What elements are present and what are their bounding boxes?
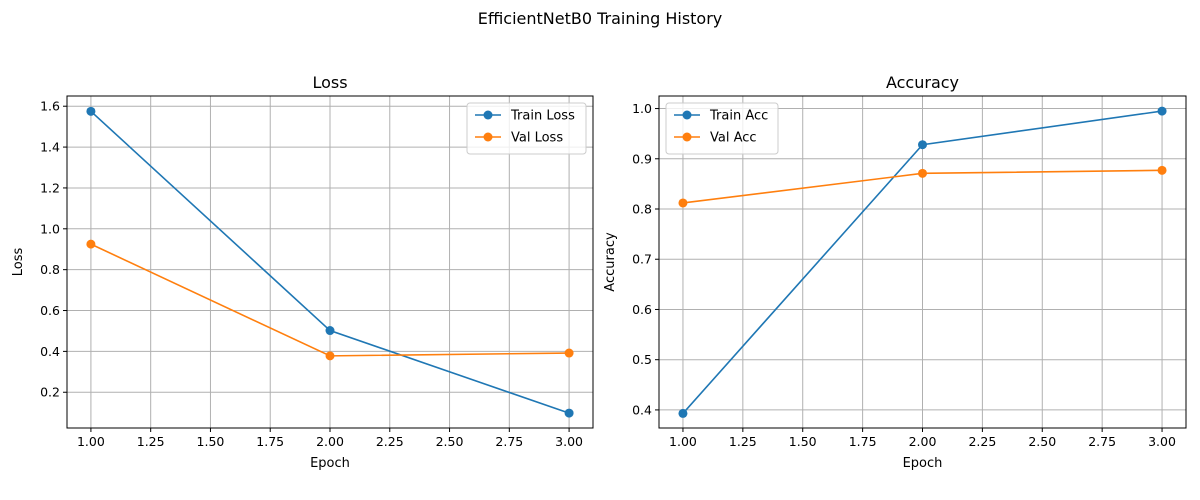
accuracy-x-tick-label: 2.00 [909,434,937,449]
accuracy-y-tick-label: 0.4 [632,402,652,417]
val-loss-point [564,348,574,358]
loss-y-tick-label: 1.2 [40,180,60,195]
val-loss-legend-marker [483,132,493,142]
loss-legend: Train Loss Val Loss [466,102,587,155]
loss-chart: 1.00 1.25 1.50 1.75 2.00 2.25 2.50 2.75 3.00 0.2 0… [11,73,594,471]
train-acc-point [918,140,927,150]
accuracy-y-tick-label: 0.5 [632,352,652,367]
accuracy-y-tick-label: 1.0 [632,101,652,116]
loss-x-tick-label: 1.75 [256,434,284,449]
loss-x-tick-label: 2.75 [495,434,523,449]
train-loss-legend-label: Train Loss [510,109,575,124]
accuracy-x-tick-label: 3.00 [1148,434,1176,449]
train-acc-legend-label: Train Acc [709,109,768,124]
val-acc-point [918,168,927,178]
loss-y-tick-label: 1.0 [40,221,60,236]
accuracy-x-tick-label: 2.25 [968,434,996,449]
accuracy-chart: 1.00 1.25 1.50 1.75 2.00 2.25 2.50 2.75 3.00 0.4 0… [603,73,1187,471]
val-acc-legend-label: Val Acc [710,131,757,146]
loss-y-tick-label: 0.4 [40,344,60,359]
loss-x-tick-label: 1.25 [137,434,165,449]
train-loss-point [564,408,574,418]
val-acc-point [678,198,688,208]
accuracy-y-tick-label: 0.7 [632,252,652,267]
val-acc-point [1157,165,1167,175]
loss-x-tick-label: 2.50 [436,434,464,449]
loss-x-tick-label: 1.00 [77,434,105,449]
loss-axes-frame [66,95,594,429]
accuracy-chart-title: Accuracy [886,73,959,92]
accuracy-x-tick-label: 1.25 [729,434,757,449]
loss-x-tick-label: 1.50 [197,434,225,449]
loss-y-tick-label: 1.6 [40,99,60,114]
figure-title: EfficientNetB0 Training History [478,9,723,28]
accuracy-y-tick-label: 0.8 [632,202,652,217]
train-loss-legend-marker [483,110,493,120]
val-loss-legend-label: Val Loss [511,131,563,146]
val-acc-legend-marker [682,132,692,142]
accuracy-x-tick-label: 1.75 [849,434,877,449]
loss-y-axis-label: Loss [11,248,26,277]
loss-chart-title: Loss [312,73,347,92]
val-loss-point [325,351,335,361]
loss-y-tick-label: 1.4 [40,140,60,155]
accuracy-x-axis-label: Epoch [903,456,943,471]
accuracy-x-tick-label: 2.75 [1088,434,1116,449]
train-acc-point [1157,106,1167,116]
accuracy-x-tick-label: 1.50 [789,434,817,449]
accuracy-legend: Train Acc Val Acc [665,102,779,155]
accuracy-x-tick-label: 1.00 [669,434,697,449]
train-acc-legend-marker [682,110,692,120]
loss-x-tick-label: 2.25 [376,434,404,449]
train-loss-point [86,106,96,116]
loss-y-tick-label: 0.2 [40,385,60,400]
accuracy-y-tick-label: 0.6 [632,302,652,317]
accuracy-axes-frame [658,95,1187,429]
loss-x-tick-label: 3.00 [555,434,583,449]
loss-y-tick-label: 0.6 [40,303,60,318]
accuracy-y-axis-label: Accuracy [603,232,618,292]
accuracy-x-tick-label: 2.50 [1028,434,1056,449]
train-acc-point [678,408,688,418]
val-loss-point [86,239,96,249]
accuracy-y-tick-label: 0.9 [632,151,652,166]
loss-x-axis-label: Epoch [310,456,350,471]
loss-x-tick-label: 2.00 [316,434,344,449]
train-loss-point [325,326,335,336]
loss-y-tick-label: 0.8 [40,262,60,277]
